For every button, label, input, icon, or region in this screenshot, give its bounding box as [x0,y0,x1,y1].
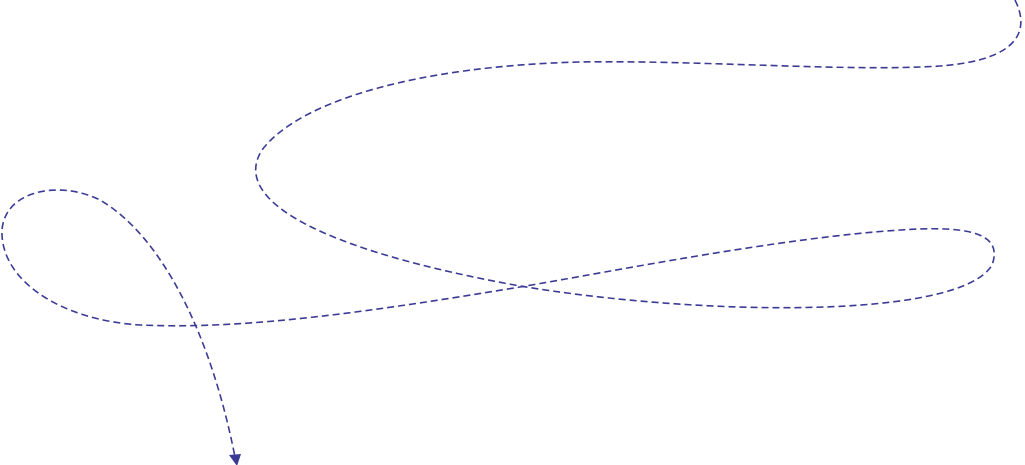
arrowhead [229,454,241,465]
